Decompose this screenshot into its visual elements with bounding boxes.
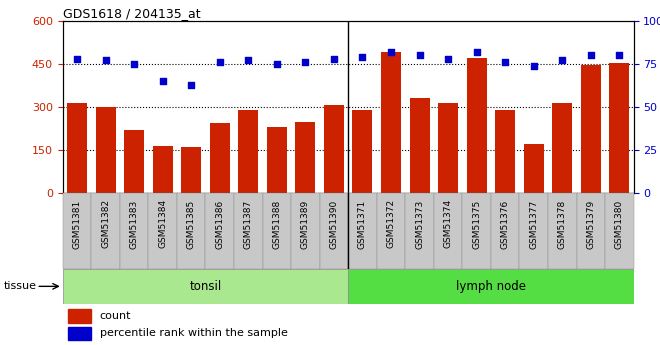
Point <box>557 58 568 63</box>
Point <box>585 52 596 58</box>
Text: GSM51371: GSM51371 <box>358 199 367 248</box>
Bar <box>548 193 577 269</box>
Bar <box>238 110 258 193</box>
Text: GSM51382: GSM51382 <box>101 199 110 248</box>
Point <box>214 59 225 65</box>
Text: GSM51386: GSM51386 <box>215 199 224 248</box>
Text: GSM51374: GSM51374 <box>444 199 453 248</box>
Point <box>157 78 168 84</box>
Bar <box>291 193 319 269</box>
Bar <box>609 63 630 193</box>
Bar <box>69 309 91 323</box>
Text: GSM51377: GSM51377 <box>529 199 538 248</box>
Bar <box>67 103 87 193</box>
Text: GSM51384: GSM51384 <box>158 199 167 248</box>
Text: GSM51381: GSM51381 <box>73 199 81 248</box>
Bar <box>120 193 148 269</box>
Text: GSM51389: GSM51389 <box>301 199 310 248</box>
Bar <box>124 130 144 193</box>
Bar <box>577 193 605 269</box>
Bar <box>234 193 263 269</box>
Text: lymph node: lymph node <box>456 280 526 293</box>
Text: GSM51372: GSM51372 <box>387 199 395 248</box>
Bar <box>605 193 634 269</box>
Bar <box>523 144 544 193</box>
Text: GDS1618 / 204135_at: GDS1618 / 204135_at <box>63 7 201 20</box>
Bar <box>319 193 348 269</box>
Point <box>529 63 539 68</box>
Point <box>385 49 396 55</box>
Bar <box>63 193 91 269</box>
Point <box>614 52 624 58</box>
Bar <box>324 105 344 193</box>
Bar <box>69 327 91 340</box>
Point <box>471 49 482 55</box>
Bar <box>581 65 601 193</box>
Bar <box>552 103 572 193</box>
Bar <box>467 58 486 193</box>
Bar <box>352 110 372 193</box>
Bar <box>409 98 430 193</box>
Bar <box>210 123 230 193</box>
Bar <box>348 193 377 269</box>
Bar <box>495 110 515 193</box>
Text: tonsil: tonsil <box>189 280 222 293</box>
Text: GSM51378: GSM51378 <box>558 199 567 248</box>
Point <box>414 52 425 58</box>
Point <box>72 56 82 61</box>
Text: GSM51376: GSM51376 <box>501 199 510 248</box>
Text: percentile rank within the sample: percentile rank within the sample <box>100 328 288 338</box>
Text: GSM51387: GSM51387 <box>244 199 253 248</box>
Text: GSM51390: GSM51390 <box>329 199 339 248</box>
Bar <box>405 193 434 269</box>
Bar <box>438 103 458 193</box>
Text: GSM51388: GSM51388 <box>273 199 281 248</box>
Bar <box>148 193 177 269</box>
Text: GSM51373: GSM51373 <box>415 199 424 248</box>
Bar <box>434 193 462 269</box>
Bar <box>205 193 234 269</box>
Point <box>300 59 311 65</box>
Point <box>243 58 253 63</box>
Text: GSM51380: GSM51380 <box>615 199 624 248</box>
Point <box>100 58 111 63</box>
Point <box>443 56 453 61</box>
Bar <box>267 127 287 193</box>
Point <box>500 59 510 65</box>
Bar <box>491 193 519 269</box>
Bar <box>519 193 548 269</box>
Bar <box>63 269 348 304</box>
Point <box>129 61 139 67</box>
Text: GSM51383: GSM51383 <box>129 199 139 248</box>
Bar <box>381 52 401 193</box>
Text: tissue: tissue <box>3 282 36 291</box>
Point <box>329 56 339 61</box>
Bar <box>96 107 115 193</box>
Bar <box>177 193 205 269</box>
Bar <box>462 193 491 269</box>
Point <box>357 54 368 60</box>
Text: GSM51385: GSM51385 <box>187 199 195 248</box>
Point <box>186 82 197 87</box>
Bar <box>263 193 291 269</box>
Bar <box>181 147 201 193</box>
Bar <box>152 146 173 193</box>
Bar <box>91 193 120 269</box>
Text: GSM51379: GSM51379 <box>586 199 595 248</box>
Bar <box>377 193 405 269</box>
Bar <box>295 122 315 193</box>
Bar <box>348 269 634 304</box>
Point <box>271 61 282 67</box>
Text: GSM51375: GSM51375 <box>472 199 481 248</box>
Text: count: count <box>100 311 131 321</box>
